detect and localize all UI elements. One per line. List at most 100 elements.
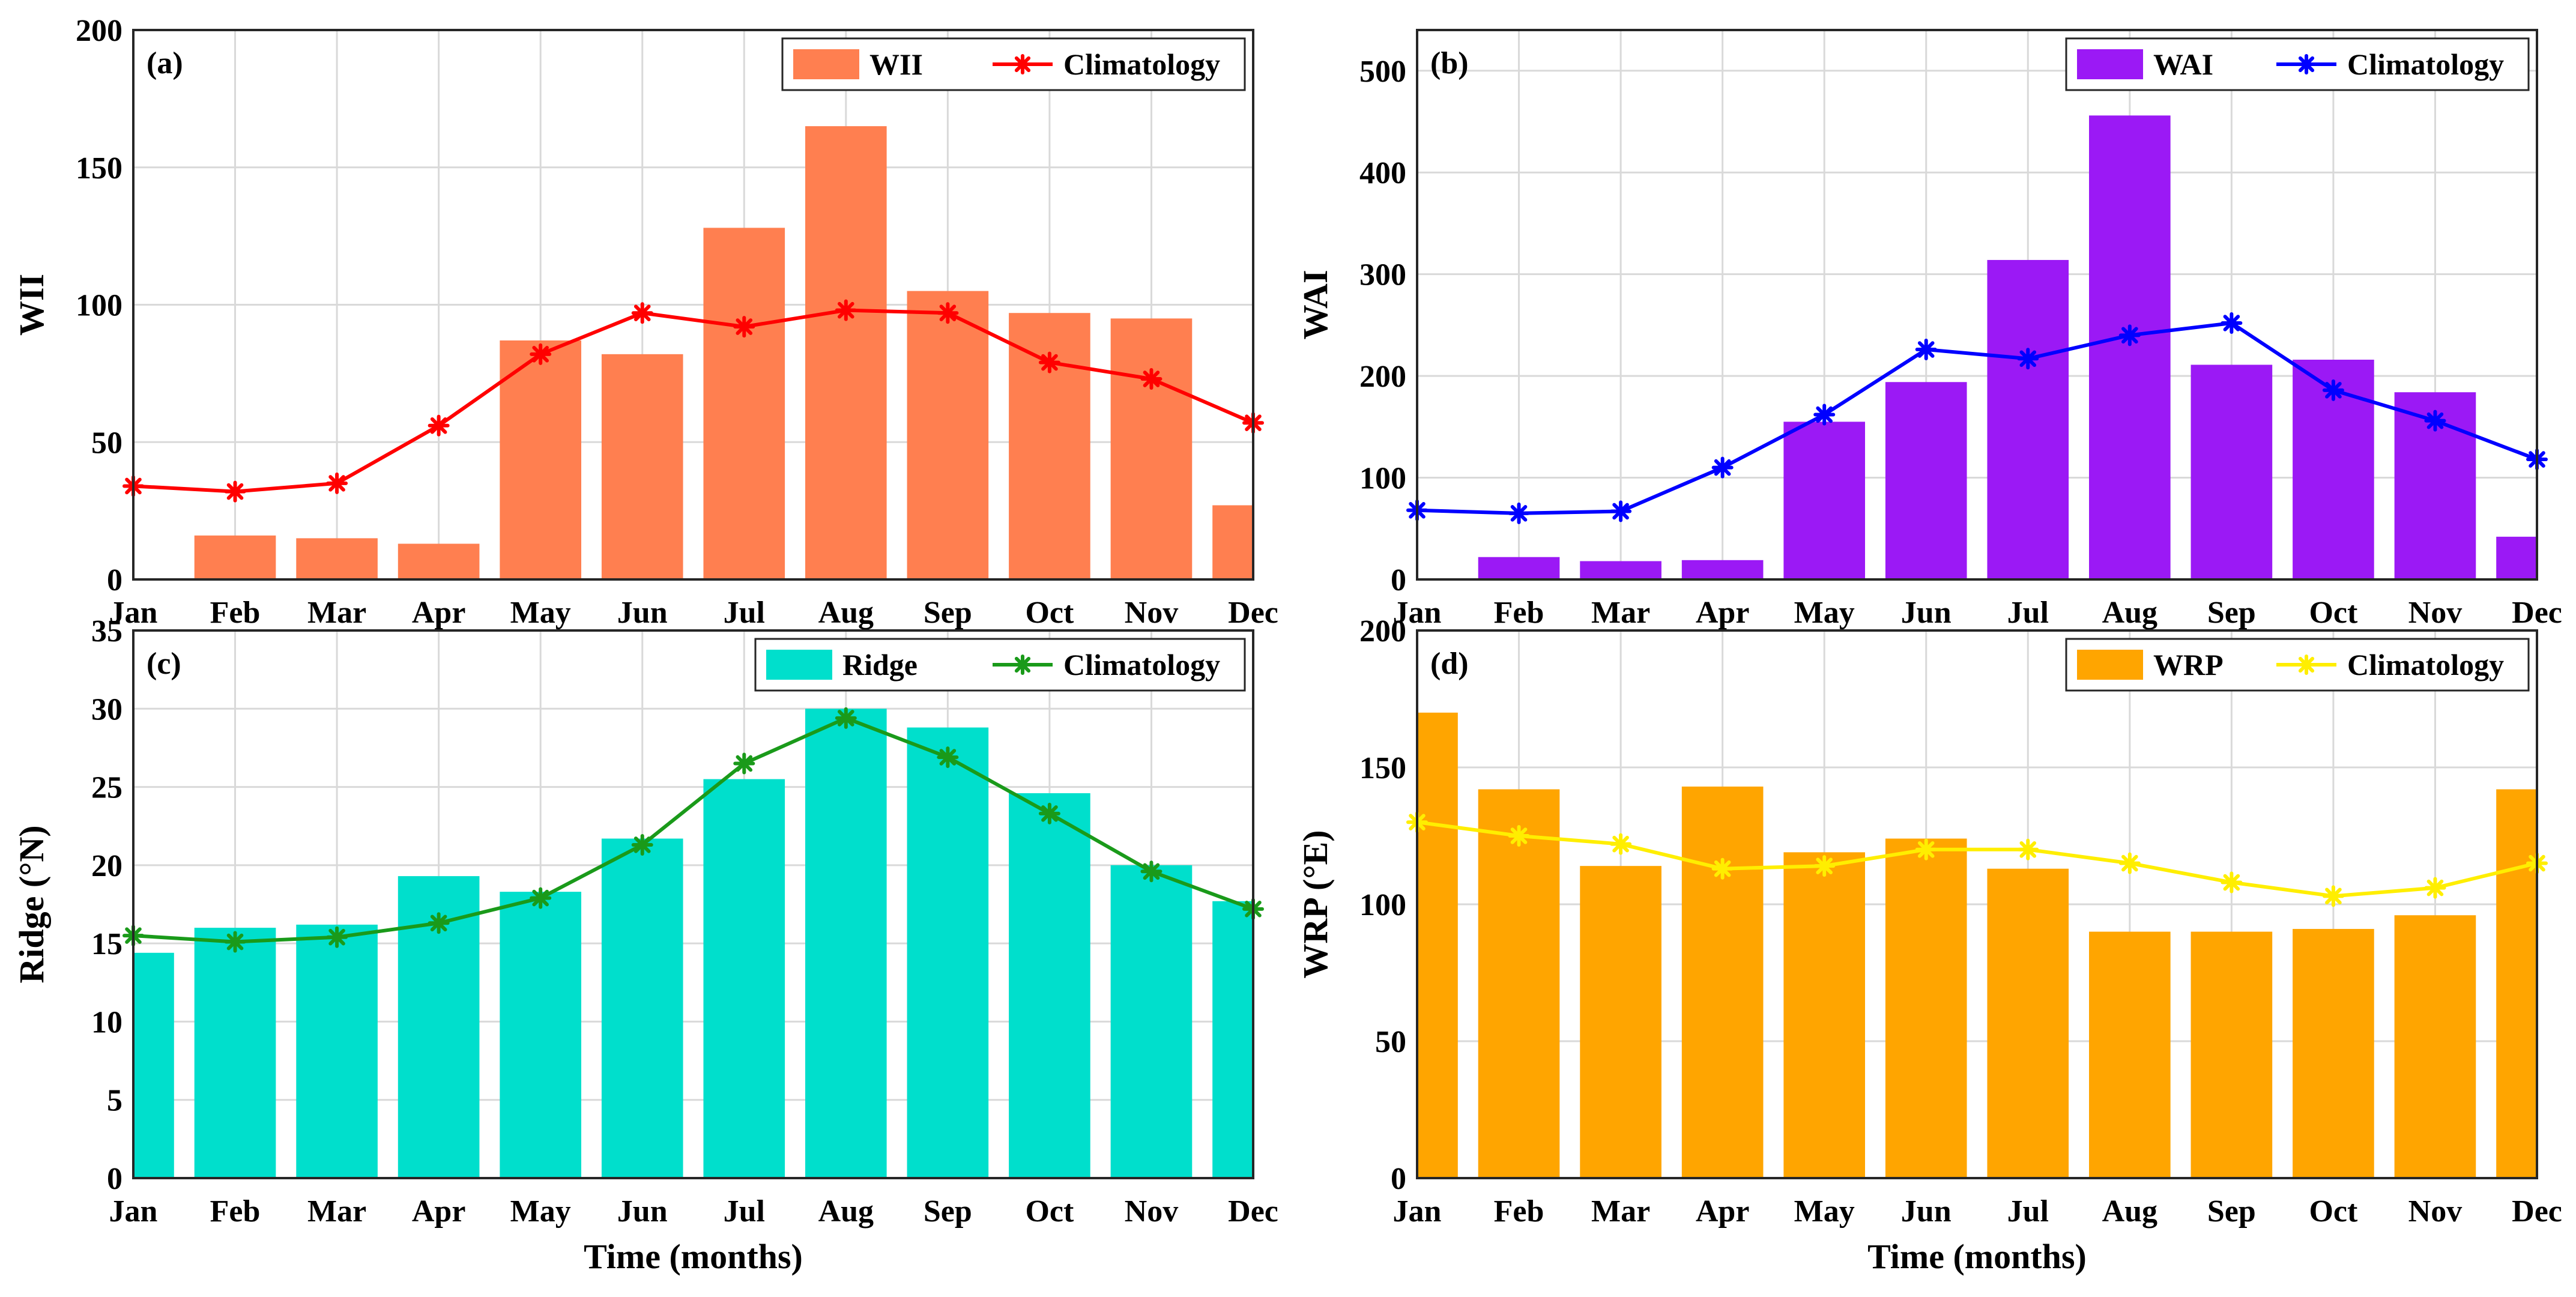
x-tick-label-jan: Jan [1393, 1194, 1442, 1229]
legend-swatch-marker [1014, 656, 1031, 673]
x-tick-label-may: May [1794, 1194, 1855, 1229]
bar-jun[interactable] [1885, 382, 1967, 579]
legend-swatch-marker [2298, 656, 2315, 673]
bar-jul[interactable] [1987, 869, 2069, 1178]
bar-feb[interactable] [1478, 557, 1560, 579]
bar-aug[interactable] [805, 709, 887, 1178]
chart-panel-4: 050100150200Jan Feb Mar Apr May Jun Jul Aug Sep O… [1296, 614, 2576, 1276]
climatology-point-aug [2121, 326, 2139, 344]
legend-swatch-bar [793, 49, 859, 79]
chart-panel-3: 05101520253035Jan Feb Mar Apr May Jun Jul Aug Se… [12, 614, 1294, 1276]
bar-may[interactable] [500, 892, 581, 1178]
climatology-point-feb [226, 483, 244, 501]
bar-jul[interactable] [1987, 260, 2069, 579]
bar-mar[interactable] [1580, 561, 1661, 580]
bar-feb[interactable] [195, 928, 276, 1178]
x-tick-label-oct: Oct [2309, 596, 2358, 630]
bar-sep[interactable] [2191, 364, 2273, 579]
bar-aug[interactable] [2089, 932, 2171, 1178]
x-tick-label-apr: Apr [412, 1194, 466, 1229]
legend-label-bar: Ridge [842, 648, 918, 682]
climatology-point-oct [2324, 887, 2342, 905]
legend-swatch-marker [2298, 56, 2315, 73]
legend-label-bar: WRP [2153, 648, 2224, 682]
bar-jun[interactable] [602, 354, 683, 579]
climatology-point-aug [837, 301, 855, 319]
x-tick-label-dec: Dec [1228, 1194, 1278, 1229]
x-tick-label-aug: Aug [2102, 1194, 2157, 1229]
y-tick-label: 0 [107, 563, 122, 597]
x-tick-label-jun: Jun [617, 1194, 668, 1229]
climatology-point-sep [939, 304, 957, 322]
y-tick-label: 15 [91, 927, 122, 961]
climatology-point-mar [1612, 835, 1630, 853]
bar-jul[interactable] [703, 779, 785, 1178]
x-tick-label-feb: Feb [1494, 596, 1544, 630]
bar-nov[interactable] [2395, 915, 2476, 1178]
bar-sep[interactable] [907, 728, 989, 1178]
bar-mar[interactable] [1580, 866, 1661, 1178]
climatology-point-apr [430, 417, 448, 435]
bar-apr[interactable] [1682, 560, 1764, 579]
bar-oct[interactable] [1009, 793, 1090, 1178]
bar-jul[interactable] [703, 228, 785, 579]
climatology-point-may [531, 889, 549, 907]
bar-sep[interactable] [2191, 932, 2273, 1178]
y-tick-label: 50 [1375, 1025, 1406, 1059]
y-tick-label: 100 [76, 289, 122, 323]
y-tick-labels: 0100200300400500 [1359, 55, 1406, 597]
panel-label: (c) [147, 647, 181, 681]
climatology-point-feb [1510, 827, 1528, 845]
bar-sep[interactable] [907, 291, 989, 579]
y-tick-label: 35 [91, 614, 122, 648]
bar-aug[interactable] [2089, 115, 2171, 579]
bar-jun[interactable] [602, 839, 683, 1178]
y-axis-label: WRP (°E) [1296, 830, 1335, 978]
panel-label: (b) [1430, 46, 1469, 80]
x-tick-label-jun: Jun [617, 596, 668, 630]
climatology-point-aug [2121, 854, 2139, 872]
x-tick-label-aug: Aug [818, 596, 874, 630]
x-tick-label-apr: Apr [412, 596, 466, 630]
x-axis-label: Time (months) [584, 1237, 803, 1276]
bar-aug[interactable] [805, 126, 887, 579]
x-tick-label-sep: Sep [2207, 596, 2256, 630]
legend-label-line: Climatology [1063, 648, 1220, 682]
bar-may[interactable] [1783, 422, 1865, 579]
x-tick-label-mar: Mar [1591, 1194, 1650, 1229]
climatology-point-sep [939, 748, 957, 766]
x-tick-label-feb: Feb [210, 1194, 261, 1229]
x-tick-label-feb: Feb [210, 596, 261, 630]
bar-nov[interactable] [1111, 318, 1193, 579]
y-tick-label: 50 [91, 426, 122, 460]
bar-feb[interactable] [195, 536, 276, 579]
legend: WRP Climatology [2066, 639, 2529, 691]
bar-mar[interactable] [296, 925, 378, 1178]
legend-label-line: Climatology [2347, 648, 2504, 682]
x-tick-label-mar: Mar [1591, 596, 1650, 630]
legend: WAI Climatology [2066, 38, 2529, 90]
bar-jun[interactable] [1885, 839, 1967, 1178]
y-tick-label: 0 [1391, 563, 1406, 597]
climatology-point-jun [1917, 841, 1935, 859]
bar-apr[interactable] [398, 544, 480, 579]
x-tick-label-may: May [510, 1194, 571, 1229]
x-tick-label-apr: Apr [1696, 1194, 1750, 1229]
bar-apr[interactable] [1682, 787, 1764, 1178]
bar-mar[interactable] [296, 538, 378, 579]
y-tick-label: 200 [1359, 614, 1406, 648]
climatology-point-nov [2426, 879, 2444, 897]
legend: Ridge Climatology [755, 639, 1245, 691]
bar-may[interactable] [1783, 852, 1865, 1178]
bar-oct[interactable] [2293, 929, 2374, 1178]
x-tick-label-may: May [510, 596, 571, 630]
x-tick-labels: Jan Feb Mar Apr May Jun Jul Aug Sep Oct Nov Dec [109, 1194, 1278, 1229]
bar-nov[interactable] [1111, 865, 1193, 1178]
legend-swatch-marker [1014, 56, 1031, 73]
x-tick-label-oct: Oct [1025, 596, 1074, 630]
x-tick-label-nov: Nov [1125, 596, 1179, 630]
legend: WII Climatology [782, 38, 1245, 90]
x-tick-label-dec: Dec [1228, 596, 1278, 630]
figure-canvas: 050100150200Jan Feb Mar Apr May Jun Jul Aug Sep O… [0, 0, 2576, 1297]
bar-feb[interactable] [1478, 789, 1560, 1178]
